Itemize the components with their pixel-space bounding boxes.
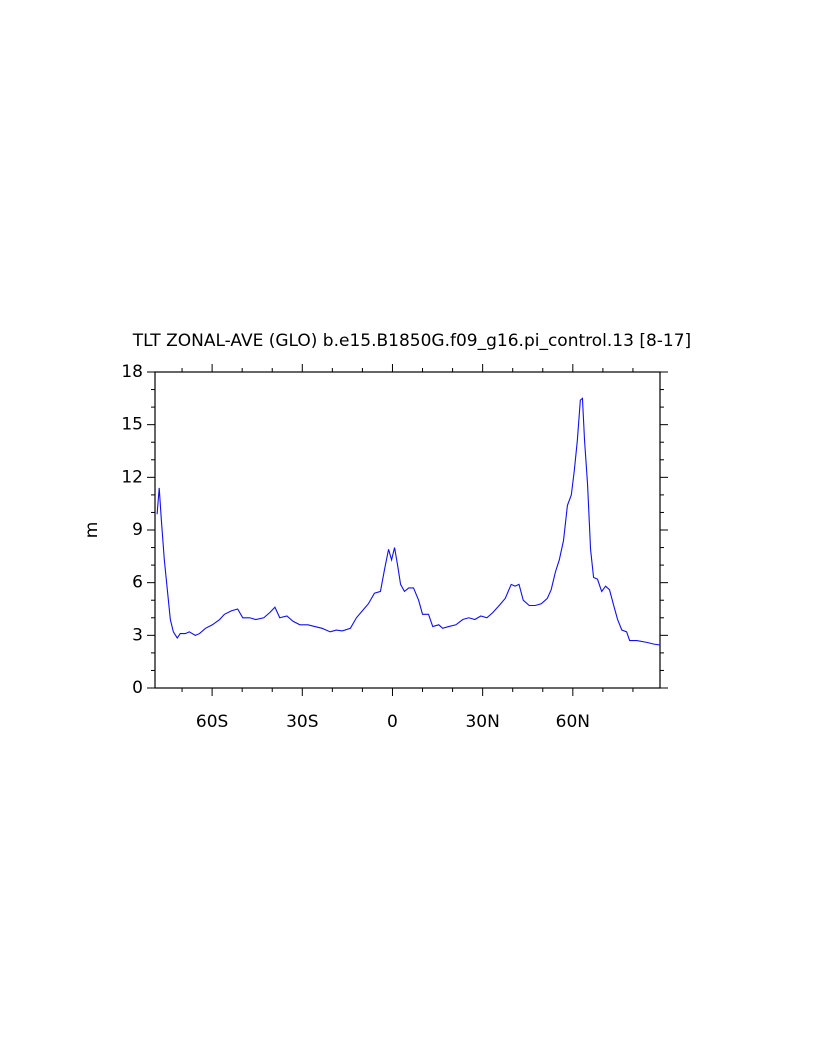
y-tick-label: 0: [132, 678, 143, 698]
data-line: [156, 397, 661, 646]
y-tick-label: 9: [132, 520, 143, 540]
y-tick-label: 18: [121, 362, 143, 382]
y-tick-label: 3: [132, 625, 143, 645]
y-axis-label: m: [82, 522, 102, 539]
y-tick-label: 12: [121, 467, 143, 487]
x-tick-label: 30S: [286, 712, 318, 732]
y-tick-label: 6: [132, 573, 143, 593]
x-tick-label: 0: [387, 712, 398, 732]
plot-frame: [154, 371, 661, 689]
x-tick-label: 60S: [196, 712, 228, 732]
x-tick-label: 30N: [465, 712, 499, 732]
y-tick-label: 15: [121, 415, 143, 435]
x-tick-label: 60N: [556, 712, 590, 732]
chart-title: TLT ZONAL-AVE (GLO) b.e15.B1850G.f09_g16…: [132, 331, 691, 351]
